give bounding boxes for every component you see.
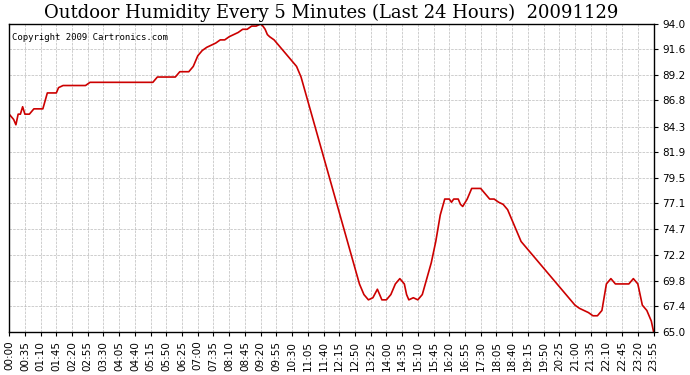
Title: Outdoor Humidity Every 5 Minutes (Last 24 Hours)  20091129: Outdoor Humidity Every 5 Minutes (Last 2… xyxy=(44,4,618,22)
Text: Copyright 2009 Cartronics.com: Copyright 2009 Cartronics.com xyxy=(12,33,168,42)
